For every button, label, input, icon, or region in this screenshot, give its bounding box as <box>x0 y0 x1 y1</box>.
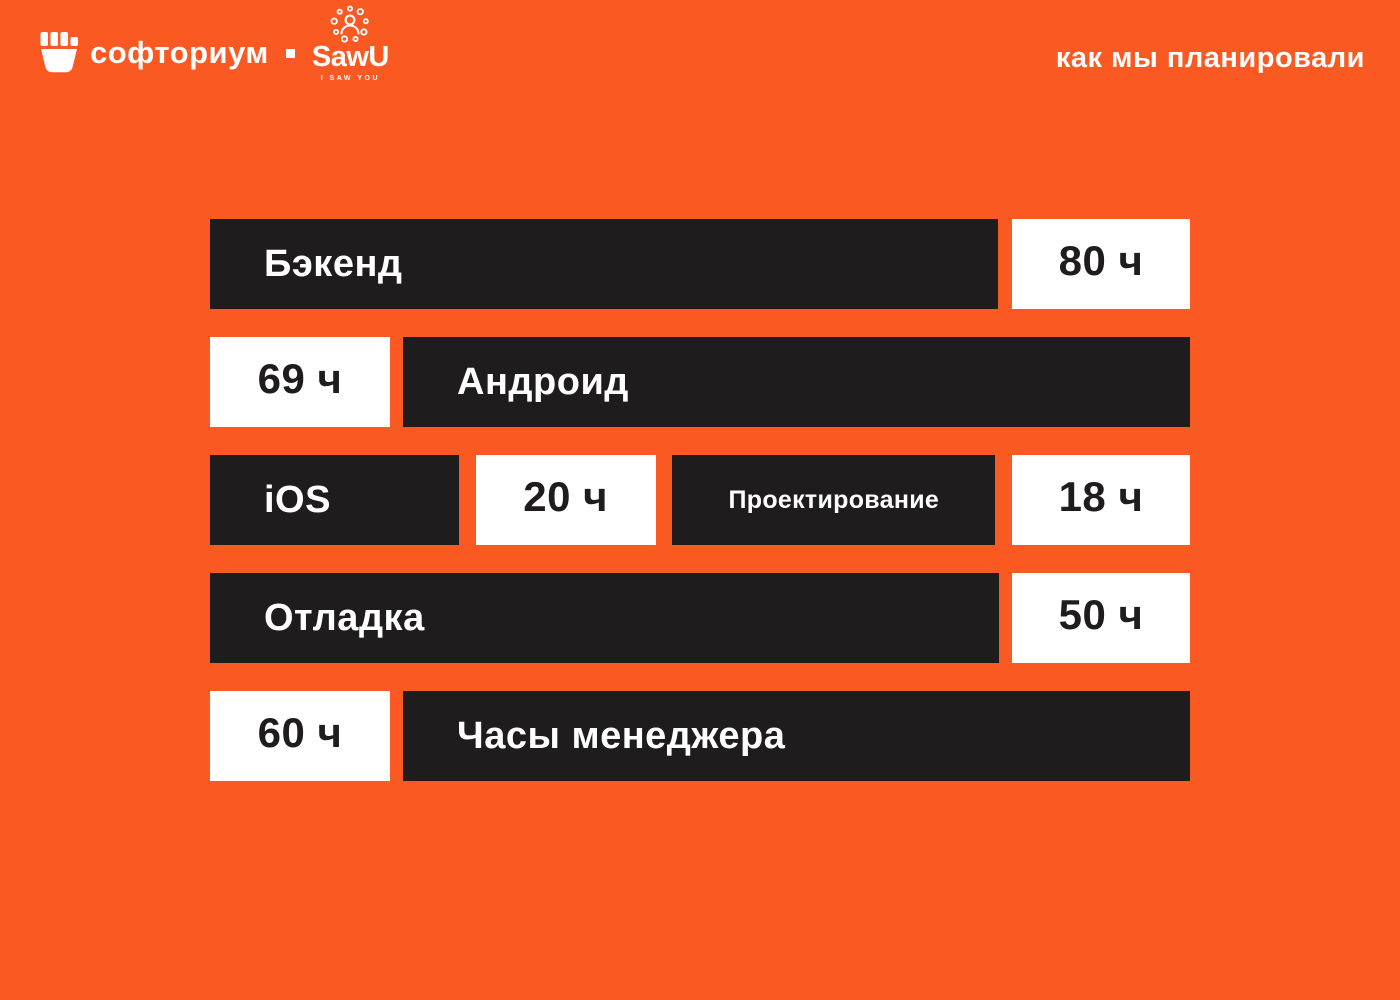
hours-box-debug: 50 ч <box>1012 573 1190 663</box>
fist-icon <box>40 32 78 74</box>
hours-box-manager: 60 ч <box>210 691 390 781</box>
task-row-android: 69 ч Андроид <box>210 337 1190 427</box>
hours-box-android: 69 ч <box>210 337 390 427</box>
task-bar-backend: Бэкенд <box>210 219 998 309</box>
task-label: Отладка <box>264 596 425 639</box>
hours-chart: Бэкенд 80 ч 69 ч Андроид iOS 20 ч Проект… <box>210 219 1190 809</box>
task-row-manager: 60 ч Часы менеджера <box>210 691 1190 781</box>
brand-tagline: I SAW YOU <box>320 74 381 82</box>
task-bar-design: Проектирование <box>672 455 996 545</box>
hours-value: 20 ч <box>523 473 609 520</box>
hours-box-ios: 20 ч <box>475 455 656 545</box>
task-bar-ios: iOS <box>210 455 459 545</box>
sawu-lockup: SawU I SAW YOU <box>312 5 389 82</box>
task-label: Бэкенд <box>264 242 403 285</box>
square-dot-separator-icon <box>285 48 295 58</box>
task-row-ios-design: iOS 20 ч Проектирование 18 ч <box>210 455 1190 545</box>
task-label: iOS <box>264 478 331 521</box>
hours-box-backend: 80 ч <box>1012 219 1190 309</box>
people-circle-icon <box>327 5 373 45</box>
hours-value: 60 ч <box>257 709 343 756</box>
task-label: Проектирование <box>728 485 940 514</box>
task-row-debug: Отладка 50 ч <box>210 573 1190 663</box>
task-bar-android: Андроид <box>403 337 1190 427</box>
brand-lockup: софториум <box>40 0 389 100</box>
hours-value: 18 ч <box>1058 473 1144 520</box>
hours-value: 50 ч <box>1058 591 1144 638</box>
hours-value: 80 ч <box>1058 237 1144 284</box>
task-row-backend: Бэкенд 80 ч <box>210 219 1190 309</box>
brand-secondary-label: SawU <box>311 40 389 73</box>
task-bar-manager: Часы менеджера <box>403 691 1190 781</box>
task-label: Часы менеджера <box>457 714 786 757</box>
hours-box-design: 18 ч <box>1011 455 1190 545</box>
hours-value: 69 ч <box>257 355 343 402</box>
task-label: Андроид <box>457 360 629 403</box>
slide-title: как мы планировали <box>1055 42 1365 74</box>
task-bar-debug: Отладка <box>210 573 999 663</box>
brand-primary-label: софториум <box>90 34 269 70</box>
